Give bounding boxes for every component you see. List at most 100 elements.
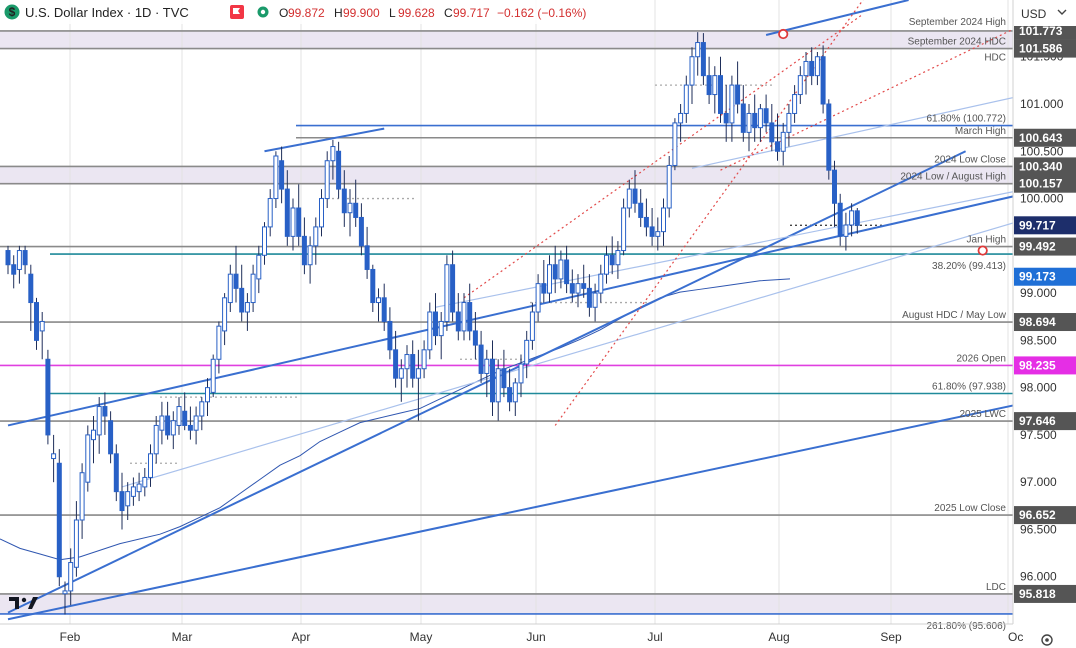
candle-body (826, 103, 832, 171)
price-tag-label: 96.652 (1019, 508, 1056, 522)
candle (148, 444, 153, 487)
level-label: HDC (984, 53, 1006, 64)
candle-body (136, 483, 142, 493)
time-tick-label: Jul (647, 630, 662, 644)
candle (233, 245, 239, 303)
price-tag-bg (1014, 237, 1076, 256)
candle (381, 283, 387, 331)
candle-body (5, 250, 11, 266)
price-tag: 98.235 (1014, 356, 1076, 375)
candle-body (381, 297, 387, 322)
candle-body (638, 202, 644, 218)
candle-body (153, 424, 159, 455)
candle-body (849, 210, 855, 226)
candle (51, 434, 57, 483)
candle-body (296, 207, 302, 237)
time-tick-label: Apr (292, 630, 311, 644)
price-tag-bg (1014, 216, 1076, 235)
candle (524, 330, 530, 379)
candle (752, 94, 758, 142)
candle-body (775, 141, 780, 152)
price-tag: 100.643 (1014, 128, 1076, 147)
candle-body (495, 368, 501, 403)
candle (518, 354, 524, 398)
candle-body (581, 283, 587, 289)
candle (404, 345, 410, 388)
price-zone (0, 166, 1013, 184)
ohlc-label: O (279, 6, 288, 20)
candle-body (34, 302, 39, 341)
candle (330, 139, 336, 180)
candle (398, 359, 404, 402)
candle (695, 32, 701, 76)
candle-body (649, 226, 655, 237)
candle (39, 312, 45, 360)
candle (569, 269, 575, 303)
candle (552, 245, 558, 294)
candle-body (592, 292, 598, 308)
candle-body (45, 358, 51, 436)
candle (621, 198, 627, 256)
candle-body (535, 283, 541, 313)
candle (347, 189, 353, 237)
candle (501, 349, 507, 398)
candle-body (130, 486, 136, 497)
candle (638, 189, 644, 227)
candle-body (552, 264, 558, 280)
currency-selector[interactable]: USD (1014, 0, 1076, 26)
candle (455, 293, 461, 341)
candle (205, 378, 210, 416)
candle (45, 349, 51, 445)
candle-body (199, 401, 205, 417)
price-tag-bg (1014, 128, 1076, 147)
price-zone (0, 593, 1013, 614)
candle (763, 94, 769, 133)
tradingview-logo-icon (9, 597, 38, 609)
candle-body (284, 188, 290, 237)
candle (444, 255, 450, 331)
candle (592, 283, 598, 322)
level-label: September 2024 High (909, 17, 1006, 28)
logo-slash (28, 597, 38, 609)
candle-body (461, 302, 467, 332)
level-label: 2024 Low / August High (900, 172, 1006, 183)
candle-body (529, 311, 535, 341)
candle-body (524, 339, 530, 365)
candle-body (376, 297, 381, 304)
candle-body (102, 406, 108, 417)
candle (740, 85, 746, 142)
candle-body (227, 273, 233, 304)
settings-gear-icon[interactable] (1041, 634, 1053, 646)
price-tag: 95.818 (1014, 584, 1076, 603)
candle (461, 293, 467, 341)
candle (256, 245, 262, 294)
logo-bar (9, 597, 19, 601)
candle-body (780, 131, 786, 152)
ohlc-label: L (389, 6, 396, 20)
market-status-dot (260, 9, 266, 15)
trend-line (765, 0, 909, 36)
candle (433, 293, 438, 346)
candle (85, 425, 91, 492)
candle-body (661, 207, 666, 233)
candle (609, 236, 615, 275)
level-label: August HDC / May Low (902, 310, 1007, 321)
candle (723, 85, 729, 142)
candle (16, 245, 22, 284)
chevron-down-icon (1057, 9, 1067, 15)
time-tick-label: Mar (172, 630, 193, 644)
candle-body (125, 491, 131, 507)
logo-stem (15, 597, 19, 609)
currency-icon (4, 4, 20, 20)
candle-body (415, 368, 421, 379)
candle (239, 264, 245, 322)
price-tick-label: 101.000 (1020, 97, 1064, 111)
candle-body (364, 245, 370, 270)
candle (165, 401, 171, 440)
candle-body (148, 453, 153, 478)
candle-body (62, 590, 68, 595)
flag-icon[interactable] (230, 5, 244, 19)
candle (683, 75, 689, 123)
candle (472, 312, 478, 360)
